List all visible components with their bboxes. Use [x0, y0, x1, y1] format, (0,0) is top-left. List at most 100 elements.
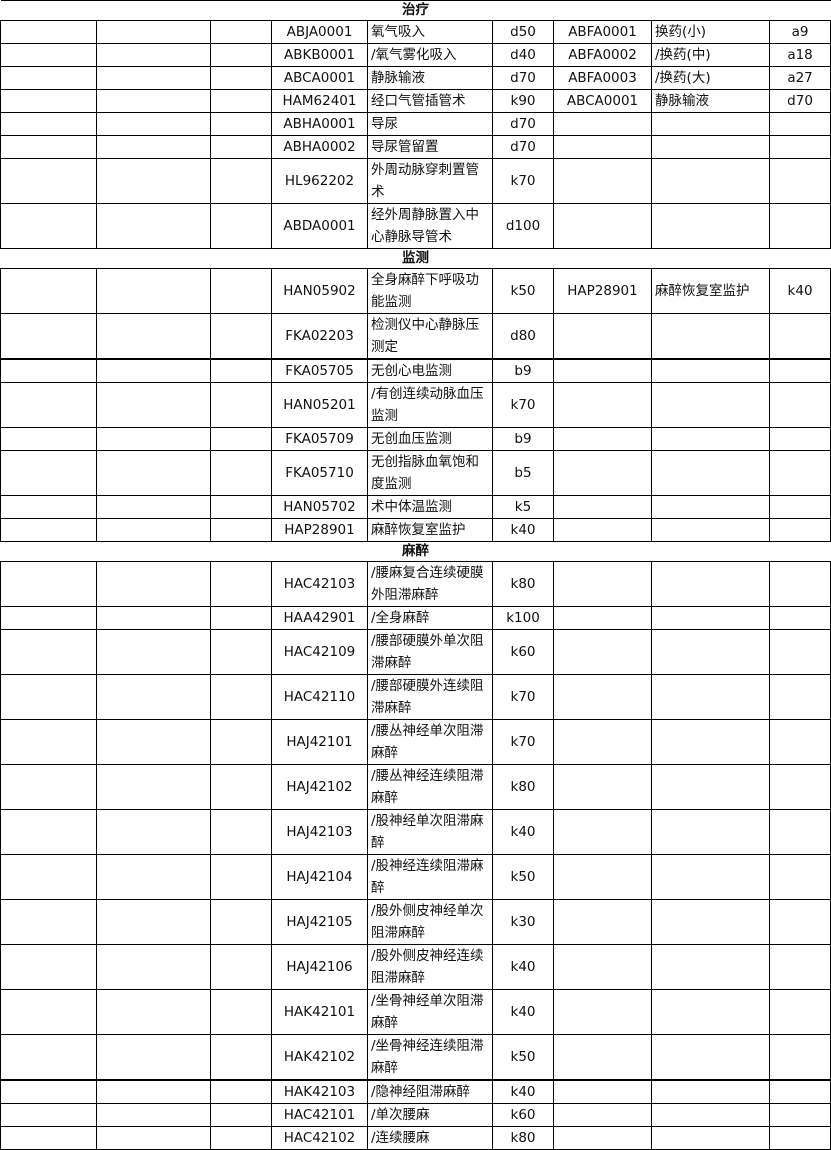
item-name-2	[651, 989, 770, 1035]
empty-cell	[0, 1126, 97, 1150]
item-code: HAA42901	[271, 606, 368, 630]
empty-cell	[96, 1126, 211, 1150]
item-code-2	[553, 561, 652, 607]
empty-cell	[96, 899, 211, 945]
item-name-2: 麻醉恢复室监护	[651, 268, 770, 314]
empty-cell	[96, 809, 211, 855]
empty-cell	[0, 561, 97, 607]
item-price-2	[768, 358, 831, 383]
item-name: /股外侧皮神经连续阻滞麻醉	[367, 944, 493, 990]
table-row: HAJ42101/腰丛神经单次阻滞麻醉 k70	[0, 719, 831, 765]
item-code: HAN05201	[271, 382, 368, 428]
empty-cell	[0, 203, 97, 249]
item-name: 外周动脉穿刺置管术	[367, 158, 493, 204]
item-price: k80	[492, 1126, 554, 1150]
empty-cell	[96, 135, 211, 159]
item-code-2	[553, 1126, 652, 1150]
empty-cell	[96, 854, 211, 900]
item-name: /连续腰麻	[367, 1126, 493, 1150]
item-code: FKA05710	[271, 450, 368, 496]
table-row: HAJ42105/股外侧皮神经单次阻滞麻醉 k30	[0, 899, 831, 945]
item-name: 无创血压监测	[367, 427, 493, 451]
empty-cell	[210, 89, 272, 113]
item-name: 经外周静脉置入中心静脉导管术	[367, 203, 493, 249]
empty-cell	[0, 135, 97, 159]
empty-cell	[210, 1103, 272, 1127]
item-name: /氧气雾化吸入	[367, 43, 493, 67]
item-name: /单次腰麻	[367, 1103, 493, 1127]
empty-cell	[96, 20, 211, 44]
item-price: b9	[492, 427, 554, 451]
item-name-2	[651, 606, 770, 630]
item-code: HAM62401	[271, 89, 368, 113]
item-name-2	[651, 719, 770, 765]
item-code-2	[553, 606, 652, 630]
item-name: /坐骨神经单次阻滞麻醉	[367, 989, 493, 1035]
empty-cell	[96, 944, 211, 990]
empty-cell	[0, 89, 97, 113]
item-price-2	[768, 719, 831, 765]
item-price-2	[768, 989, 831, 1035]
item-name: 静脉输液	[367, 66, 493, 90]
item-code-2: ABFA0003	[553, 66, 652, 90]
item-name-2	[651, 112, 770, 136]
item-code-2	[553, 1034, 652, 1081]
empty-cell	[210, 764, 272, 810]
empty-cell	[0, 809, 97, 855]
item-price: k5	[492, 495, 554, 519]
item-price: d70	[492, 135, 554, 159]
empty-cell	[96, 268, 211, 314]
item-name-2	[651, 427, 770, 451]
item-price: b5	[492, 450, 554, 496]
item-price-2: d70	[768, 89, 831, 113]
item-price: k40	[492, 944, 554, 990]
item-name: /腰丛神经连续阻滞麻醉	[367, 764, 493, 810]
empty-cell	[0, 1034, 97, 1081]
item-name: 全身麻醉下呼吸功能监测	[367, 268, 493, 314]
item-name: /腰丛神经单次阻滞麻醉	[367, 719, 493, 765]
empty-cell	[0, 764, 97, 810]
item-price-2	[768, 764, 831, 810]
table-row: HAN05201/有创连续动脉血压监测 k70	[0, 382, 831, 428]
item-code-2	[553, 629, 652, 675]
empty-cell	[0, 989, 97, 1035]
item-code-2: ABFA0002	[553, 43, 652, 67]
empty-cell	[210, 382, 272, 428]
table-row: HAC42103/腰麻复合连续硬膜外阻滞麻醉 k80	[0, 561, 831, 607]
item-code-2	[553, 518, 652, 542]
item-name: /全身麻醉	[367, 606, 493, 630]
table-row: HAK42103/隐神经阻滞麻醉 k40	[0, 1079, 831, 1104]
item-price-2	[768, 203, 831, 249]
item-code: HAK42102	[271, 1034, 368, 1081]
empty-cell	[210, 427, 272, 451]
item-code: HAC42101	[271, 1103, 368, 1127]
empty-cell	[96, 518, 211, 542]
empty-cell	[210, 450, 272, 496]
item-code-2	[553, 944, 652, 990]
item-name: /股神经单次阻滞麻醉	[367, 809, 493, 855]
item-code-2	[553, 158, 652, 204]
empty-cell	[96, 89, 211, 113]
item-name: /腰麻复合连续硬膜外阻滞麻醉	[367, 561, 493, 607]
empty-cell	[210, 158, 272, 204]
item-code-2	[553, 809, 652, 855]
item-price: d40	[492, 43, 554, 67]
item-code-2: ABFA0001	[553, 20, 652, 44]
table-row: HAC42110/腰部硬膜外连续阻滞麻醉 k70	[0, 674, 831, 720]
item-code: HAK42103	[271, 1079, 368, 1104]
item-price: k50	[492, 1034, 554, 1081]
item-code-2	[553, 719, 652, 765]
item-code: ABDA0001	[271, 203, 368, 249]
item-name: /有创连续动脉血压监测	[367, 382, 493, 428]
empty-cell	[0, 629, 97, 675]
item-price-2	[768, 809, 831, 855]
empty-cell	[0, 20, 97, 44]
item-name-2	[651, 382, 770, 428]
empty-cell	[0, 1079, 97, 1104]
empty-cell	[0, 495, 97, 519]
item-name: 导尿管留置	[367, 135, 493, 159]
empty-cell	[0, 944, 97, 990]
item-price-2	[768, 1079, 831, 1104]
section-header: 治疗	[0, 0, 831, 21]
table-row: HAM62401 经口气管插管术 k90 ABCA0001 静脉输液 d70	[0, 89, 831, 113]
